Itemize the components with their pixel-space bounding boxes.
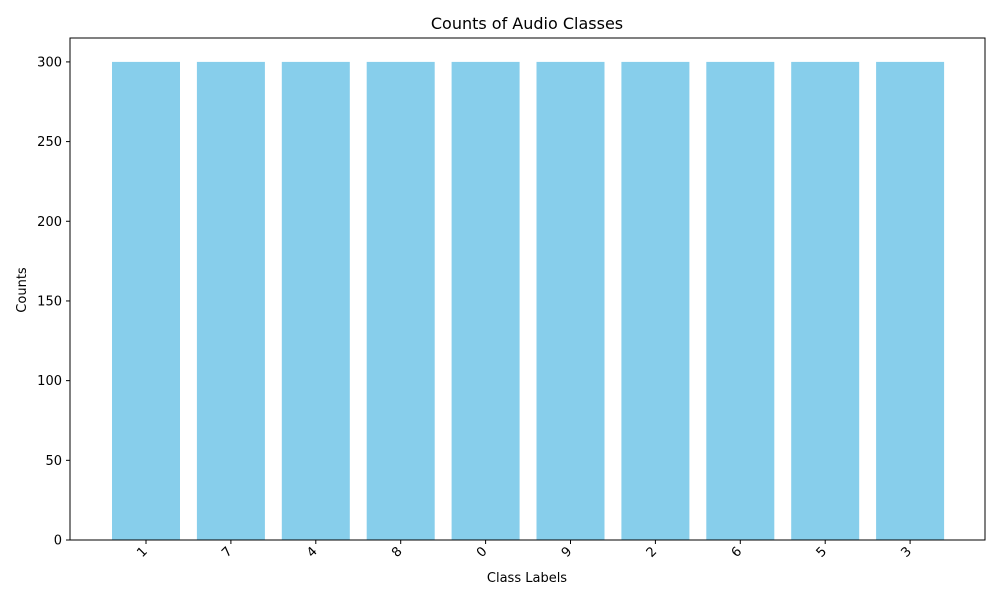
x-tick-label-3: 3	[898, 544, 914, 560]
y-tick-label-0: 0	[54, 534, 62, 549]
bar-4	[281, 61, 350, 541]
y-axis-label: Counts	[15, 267, 30, 313]
bar-1	[112, 61, 180, 541]
y-tick-label-300: 300	[37, 55, 62, 70]
bar-0	[451, 61, 520, 541]
y-tick-label-100: 100	[37, 374, 62, 389]
x-tick-label-7: 7	[219, 544, 235, 560]
x-tick-label-1: 1	[134, 544, 150, 560]
x-tick-label-2: 2	[644, 544, 660, 560]
y-tick-label-250: 250	[37, 135, 62, 150]
x-tick-label-9: 9	[559, 544, 575, 560]
x-tick-label-4: 4	[304, 544, 320, 560]
x-tick-label-8: 8	[389, 544, 405, 560]
x-tick-label-5: 5	[814, 544, 830, 560]
x-axis-label: Class Labels	[487, 571, 567, 586]
x-tick-label-6: 6	[729, 544, 745, 560]
x-tick-label-0: 0	[474, 544, 490, 560]
chart-title: Counts of Audio Classes	[431, 14, 623, 33]
y-tick-label-50: 50	[45, 454, 62, 469]
y-tick-label-200: 200	[37, 215, 62, 230]
bar-2	[621, 61, 690, 541]
bar-6	[706, 61, 775, 541]
plot-area: 0 50 100 150 200 250 300 1 7 4 8 0 9 2 6 5 3	[37, 37, 986, 561]
bar-7	[196, 61, 265, 541]
bar-3	[876, 61, 945, 541]
y-tick-label-150: 150	[37, 294, 62, 309]
bar-5	[791, 61, 860, 541]
bar-9	[536, 61, 605, 541]
plot-frame	[69, 37, 986, 541]
bar-8	[366, 61, 435, 541]
